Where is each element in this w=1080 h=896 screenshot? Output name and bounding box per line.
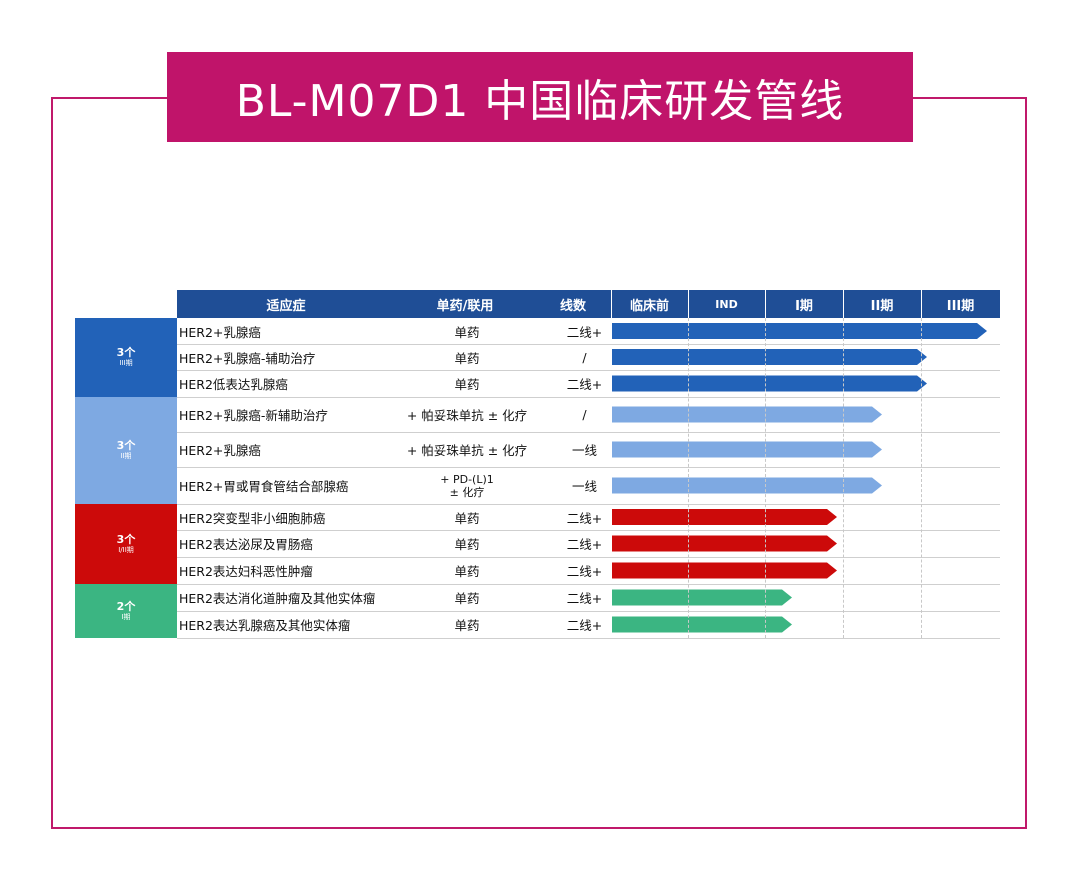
group-count: 2个 bbox=[116, 599, 136, 613]
phase-divider bbox=[843, 318, 844, 638]
drug-cell: + 帕妥珠单抗 ± 化疗 bbox=[406, 408, 528, 423]
progress-arrow bbox=[612, 349, 927, 365]
drug-cell: 单药 bbox=[454, 350, 480, 366]
table-row: HER2表达乳腺癌及其他实体瘤 单药 二线+ bbox=[177, 611, 1000, 639]
indication-cell: HER2表达乳腺癌及其他实体瘤 bbox=[179, 618, 351, 633]
group-label: 3个 III期 bbox=[75, 318, 177, 397]
drug-cell: 单药 bbox=[454, 510, 480, 526]
indication-cell: HER2表达妇科恶性肿瘤 bbox=[179, 564, 313, 579]
progress-arrow bbox=[612, 535, 837, 552]
lines-cell: 二线+ bbox=[566, 564, 603, 579]
group-label: 2个 I期 bbox=[75, 584, 177, 638]
group-count: 3个 bbox=[116, 439, 136, 452]
progress-arrow bbox=[612, 375, 927, 392]
lines-cell: 一线 bbox=[571, 479, 597, 494]
indication-cell: HER2表达泌尿及胃肠癌 bbox=[179, 537, 313, 552]
header-phase-2: II期 bbox=[843, 290, 921, 318]
progress-arrow bbox=[612, 509, 837, 525]
phase-divider bbox=[688, 318, 689, 638]
table-row: HER2+乳腺癌 单药 二线+ bbox=[177, 318, 1000, 345]
indication-cell: HER2突变型非小细胞肺癌 bbox=[179, 510, 326, 526]
header-indication: 适应症 bbox=[177, 290, 395, 318]
indication-cell: HER2表达消化道肿瘤及其他实体瘤 bbox=[179, 591, 376, 606]
group-label: 3个 II期 bbox=[75, 397, 177, 504]
group-phase: II期 bbox=[120, 452, 132, 460]
drug-line-1: + PD-(L)1 bbox=[440, 472, 494, 486]
group-label: 3个 I/II期 bbox=[75, 504, 177, 584]
drug-cell: + PD-(L)1 ± 化疗 bbox=[397, 467, 537, 504]
header-phase-preclinical: 临床前 bbox=[611, 290, 688, 318]
header-drug: 单药/联用 bbox=[395, 290, 535, 318]
drug-line-2: ± 化疗 bbox=[449, 485, 485, 499]
table-row: HER2表达泌尿及胃肠癌 单药 二线+ bbox=[177, 530, 1000, 558]
lines-cell: / bbox=[582, 349, 587, 365]
phase-divider bbox=[765, 318, 766, 638]
group-phase: I期 bbox=[121, 612, 131, 621]
header-phase-1: I期 bbox=[765, 290, 843, 318]
lines-cell: / bbox=[582, 407, 587, 422]
page-title: BL-M07D1 中国临床研发管线 bbox=[167, 52, 913, 142]
lines-cell: 二线+ bbox=[566, 591, 603, 606]
progress-arrow bbox=[612, 477, 882, 494]
table-row: HER2+乳腺癌 + 帕妥珠单抗 ± 化疗 一线 bbox=[177, 432, 1000, 468]
drug-cell: + 帕妥珠单抗 ± 化疗 bbox=[406, 443, 528, 458]
drug-cell: 单药 bbox=[454, 591, 480, 606]
lines-cell: 二线+ bbox=[566, 510, 603, 526]
table-row: HER2低表达乳腺癌 单药 二线+ bbox=[177, 370, 1000, 398]
drug-cell: 单药 bbox=[454, 324, 480, 340]
table-row: HER2表达消化道肿瘤及其他实体瘤 单药 二线+ bbox=[177, 584, 1000, 612]
drug-cell: 单药 bbox=[454, 377, 480, 392]
group-phase: I/II期 bbox=[118, 545, 134, 554]
lines-cell: 二线+ bbox=[566, 618, 603, 633]
table-row: HER2+胃或胃食管结合部腺癌 + PD-(L)1 ± 化疗 一线 bbox=[177, 467, 1000, 505]
phase-divider bbox=[921, 318, 922, 638]
indication-cell: HER2低表达乳腺癌 bbox=[179, 377, 288, 392]
header-phase-ind: IND bbox=[688, 290, 765, 318]
indication-cell: HER2+乳腺癌-辅助治疗 bbox=[179, 350, 316, 366]
header-divider bbox=[843, 290, 844, 318]
progress-arrow bbox=[612, 406, 882, 423]
progress-arrow bbox=[612, 323, 987, 339]
progress-bars bbox=[612, 323, 987, 633]
indication-cell: HER2+胃或胃食管结合部腺癌 bbox=[179, 479, 349, 494]
table-row: HER2+乳腺癌-新辅助治疗 + 帕妥珠单抗 ± 化疗 / bbox=[177, 397, 1000, 433]
progress-arrow bbox=[612, 616, 792, 633]
group-phase: III期 bbox=[119, 359, 133, 367]
indication-cell: HER2+乳腺癌-新辅助治疗 bbox=[179, 408, 328, 423]
indication-cell: HER2+乳腺癌 bbox=[179, 443, 261, 458]
group-count: 3个 bbox=[116, 346, 136, 359]
progress-arrow bbox=[612, 562, 837, 579]
drug-cell: 单药 bbox=[454, 618, 480, 633]
table-row: HER2突变型非小细胞肺癌 单药 二线+ bbox=[177, 504, 1000, 531]
progress-arrow bbox=[612, 589, 792, 606]
drug-cell: 单药 bbox=[454, 537, 480, 552]
table-row: HER2+乳腺癌-辅助治疗 单药 / bbox=[177, 344, 1000, 371]
header-divider bbox=[611, 290, 612, 318]
drug-cell: 单药 bbox=[454, 564, 480, 579]
group-count: 3个 bbox=[116, 532, 136, 546]
table-row: HER2表达妇科恶性肿瘤 单药 二线+ bbox=[177, 557, 1000, 585]
header-divider bbox=[765, 290, 766, 318]
lines-cell: 二线+ bbox=[566, 537, 603, 552]
indication-cell: HER2+乳腺癌 bbox=[179, 324, 261, 340]
header-phase-3: III期 bbox=[921, 290, 1000, 318]
header-lines: 线数 bbox=[535, 290, 611, 318]
lines-cell: 二线+ bbox=[566, 377, 603, 392]
header-divider bbox=[688, 290, 689, 318]
header-divider bbox=[921, 290, 922, 318]
lines-cell: 一线 bbox=[571, 443, 597, 458]
lines-cell: 二线+ bbox=[566, 324, 603, 340]
progress-arrow bbox=[612, 441, 882, 458]
